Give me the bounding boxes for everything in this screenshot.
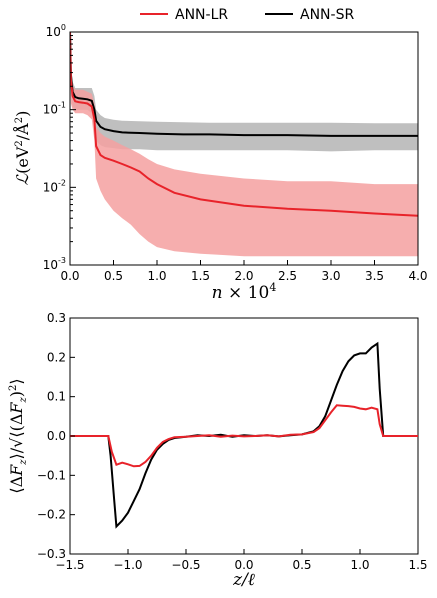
loss-xtick-label: 2.5	[278, 269, 297, 283]
force-ytick-label: 0.2	[47, 350, 66, 364]
loss-xtick-label: 0.5	[104, 269, 123, 283]
force-chart-ylabel: ⟨ΔFz⟩/√⟨(ΔFz)2⟩	[7, 378, 29, 493]
loss-chart: 0.0 0.5 1.0 1.5 2.0 2.5 3.0 3.5 4.0 10-3 10-2 10-1 1…	[12, 23, 428, 303]
loss-ytick-label: 100	[46, 23, 66, 39]
loss-chart-ylabel: ℒ(eV2/Å2)	[12, 111, 32, 186]
force-ytick-label: −0.3	[37, 547, 66, 561]
force-chart-xlabel: z/ℓ	[232, 570, 255, 590]
loss-line-annsr	[70, 32, 418, 137]
force-xtick-label: 1.0	[350, 558, 369, 572]
force-ytick-label: 0.1	[47, 390, 66, 404]
force-xtick-label: 0.5	[292, 558, 311, 572]
force-xtick-label: −0.5	[171, 558, 200, 572]
legend: ANN-LR ANN-SR	[140, 7, 354, 23]
force-ytick-label: −0.2	[37, 508, 66, 522]
force-line-annlr	[70, 404, 418, 468]
loss-xtick-label: 1.5	[191, 269, 210, 283]
loss-xtick-label: 0.0	[60, 269, 79, 283]
loss-xtick-label: 4.0	[408, 269, 427, 283]
loss-xtick-label: 1.0	[147, 269, 166, 283]
force-ytick-label: −0.1	[37, 468, 66, 482]
force-xtick-label: −1.0	[113, 558, 142, 572]
loss-xtick-label: 3.0	[321, 269, 340, 283]
force-ytick-label: 0.3	[47, 311, 66, 325]
force-line-annsr	[70, 341, 418, 529]
loss-ytick-label: 10-3	[43, 256, 66, 272]
loss-xtick-label: 2.0	[234, 269, 253, 283]
force-chart: −1.5 −1.0 −0.5 0.0 0.5 1.0 1.5 −0.3 −0.2 −0.1 0.0 0…	[7, 311, 428, 590]
force-xtick-label: 1.5	[408, 558, 427, 572]
legend-label-lr: ANN-LR	[175, 7, 228, 23]
force-xtick-label: 0.0	[234, 558, 253, 572]
force-xtick-label: −1.5	[55, 558, 84, 572]
loss-chart-xlabel: n × 104	[212, 281, 277, 303]
loss-ytick-label: 10-1	[43, 101, 66, 117]
loss-ytick-label: 10-2	[43, 178, 66, 194]
loss-band-annsr	[70, 32, 418, 152]
legend-label-sr: ANN-SR	[300, 7, 354, 23]
loss-line-annlr	[70, 32, 418, 217]
force-ytick-label: 0.0	[47, 429, 66, 443]
loss-band-annlr	[70, 32, 418, 257]
loss-xtick-label: 3.5	[365, 269, 384, 283]
